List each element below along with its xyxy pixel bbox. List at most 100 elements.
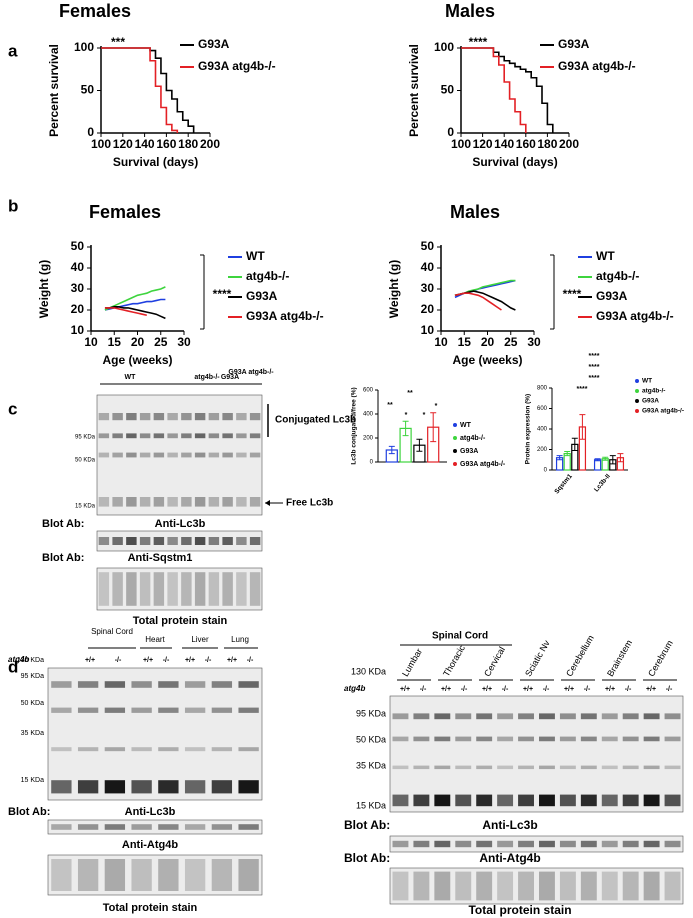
genotype: +/+ — [143, 657, 153, 664]
blot-band — [236, 413, 247, 421]
blot-image — [389, 867, 684, 905]
blot-band — [181, 537, 192, 545]
blot-band — [622, 794, 639, 807]
y-tick-label: 40 — [71, 260, 85, 274]
y-tick-label: 10 — [421, 323, 435, 337]
tissue-label: Lung — [231, 635, 249, 644]
marker-label: 95 KDa — [21, 673, 44, 680]
blot-band — [238, 747, 259, 752]
blot-ab-label: Blot Ab: — [42, 552, 84, 564]
blot-band — [167, 537, 178, 545]
lane-group-label: atg4b-/- — [194, 374, 220, 381]
blot-band — [77, 824, 99, 830]
significance: **** — [589, 375, 600, 382]
blot-band — [158, 780, 179, 794]
blot-band — [559, 736, 576, 742]
tissue-label: Liver — [191, 635, 209, 644]
blot-band — [643, 713, 660, 720]
antibody-label: Anti-Sqstm1 — [128, 552, 193, 564]
genotype: -/- — [625, 686, 632, 693]
blot-band — [167, 572, 178, 606]
blot-band — [131, 824, 152, 830]
y-tick-label: 0 — [544, 468, 548, 474]
blot-band — [434, 765, 451, 770]
blot-band — [559, 871, 576, 901]
blot-band — [158, 859, 179, 891]
blot-band — [126, 572, 137, 606]
x-tick-label: 20 — [481, 335, 495, 349]
marker-label: 50 KDa — [75, 458, 96, 464]
blot-band — [208, 413, 220, 421]
blot-band — [249, 572, 261, 606]
blot-band — [664, 713, 681, 720]
y-tick-label: 20 — [421, 302, 435, 316]
x-tick-label: 120 — [113, 137, 133, 151]
y-tick-label: 0 — [87, 125, 94, 139]
blot-band — [77, 681, 99, 688]
blot-band — [622, 840, 639, 848]
blot-band — [249, 537, 261, 545]
blot-band — [413, 736, 430, 742]
blot-band — [238, 824, 259, 830]
chart-title: Females — [59, 1, 131, 21]
blot-band — [167, 497, 178, 507]
blot-band — [98, 413, 110, 421]
blot-band — [211, 747, 233, 752]
x-tick-label: 160 — [156, 137, 176, 151]
blot-band — [434, 871, 451, 901]
blot-band — [601, 840, 618, 848]
blot-band — [131, 681, 152, 688]
marker-label: 35 KDa — [356, 760, 386, 770]
blot-band — [392, 765, 409, 770]
blot-band — [580, 794, 597, 807]
tissue-label: Cerebrum — [646, 639, 675, 679]
legend-label: WT — [460, 422, 472, 429]
blot-band — [559, 713, 576, 720]
blot-band — [126, 413, 137, 421]
blot-band — [211, 780, 233, 794]
blot-band — [476, 736, 493, 742]
y-tick-label: 600 — [363, 388, 374, 394]
blot-band — [236, 497, 247, 507]
genotype: +/+ — [185, 657, 195, 664]
y-tick-label: 400 — [363, 412, 374, 418]
blot-image — [96, 567, 263, 611]
blot-band — [51, 707, 72, 713]
blot-band — [181, 497, 192, 507]
tissue-label: Thoracic — [441, 643, 467, 678]
series-line — [461, 47, 554, 133]
blot-band — [112, 413, 123, 421]
genotype: +/+ — [441, 686, 451, 693]
marker-label: 15 KDa — [21, 777, 44, 784]
series-line — [101, 47, 179, 133]
series-line — [104, 286, 166, 311]
blot-band — [126, 537, 137, 545]
blot-band — [167, 433, 178, 439]
blot-band — [184, 681, 206, 688]
legend-label: G93A atg4b-/- — [198, 59, 276, 73]
blot-band — [238, 780, 259, 794]
legend-label: G93A atg4b-/- — [246, 309, 324, 323]
arrowhead — [265, 500, 270, 506]
blot-band — [98, 537, 110, 545]
error-bar — [594, 458, 601, 462]
blot-band — [51, 747, 72, 752]
x-tick-label: 15 — [108, 335, 122, 349]
tissue-label: Heart — [145, 635, 165, 644]
blot-band — [153, 572, 165, 606]
blot-band — [104, 780, 126, 794]
blot-band — [238, 859, 259, 891]
blot-band — [392, 736, 409, 742]
series-line — [104, 307, 147, 317]
error-bar — [564, 451, 571, 457]
x-tick-label: 140 — [494, 137, 514, 151]
blot-band — [194, 497, 206, 507]
blot-band — [184, 859, 206, 891]
blot-band — [497, 713, 514, 720]
error-bar — [430, 412, 437, 443]
genotype: +/+ — [400, 686, 410, 693]
blot-image — [96, 394, 263, 516]
blot-ab-label: Blot Ab: — [42, 518, 84, 530]
y-tick-label: 30 — [71, 281, 85, 295]
antibody-label: Anti-Lc3b — [482, 818, 537, 832]
